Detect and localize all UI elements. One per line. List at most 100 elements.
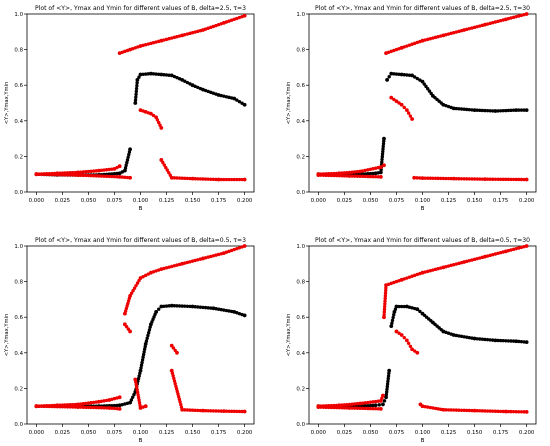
data-point-ymax xyxy=(144,43,148,47)
data-point-ymin xyxy=(196,177,200,181)
data-point-mean xyxy=(363,404,367,408)
data-point-mean xyxy=(488,338,492,342)
data-point-ymax xyxy=(340,171,344,175)
data-point-ymin xyxy=(496,409,500,414)
data-point-ymax xyxy=(235,16,239,21)
data-point-ymin xyxy=(185,408,190,412)
data-point-mean xyxy=(385,77,389,82)
data-point-ymin xyxy=(475,409,479,413)
data-point-ymin xyxy=(206,177,210,181)
data-point-ymin xyxy=(436,176,440,181)
data-point-ymin xyxy=(491,409,495,413)
data-point-mean xyxy=(159,304,164,309)
data-point-ymin xyxy=(134,380,138,384)
data-point-ymin xyxy=(232,177,236,182)
data-point-ymax xyxy=(120,50,124,54)
data-point-ymin xyxy=(496,177,500,181)
data-point-ymin xyxy=(123,175,127,180)
data-point-mean xyxy=(488,109,492,113)
x-tick-label: 0.125 xyxy=(159,198,174,204)
data-point-ymax xyxy=(104,168,109,172)
data-point-ymin xyxy=(135,390,140,395)
data-point-mean xyxy=(391,315,395,320)
data-point-mean xyxy=(363,172,367,176)
data-point-ymin xyxy=(423,404,427,409)
data-point-ymax xyxy=(227,249,231,254)
data-point-ymin xyxy=(203,409,208,413)
chart-panel-1: Plot of <Y>, Ymax and Ymin for different… xyxy=(4,5,255,212)
data-point-ymin xyxy=(337,405,341,410)
chart-title: Plot of <Y>, Ymax and Ymin for different… xyxy=(35,5,246,12)
data-point-mean xyxy=(514,339,519,344)
data-point-ymin xyxy=(52,172,57,177)
data-point-mean xyxy=(136,376,141,381)
data-point-ymin xyxy=(137,398,141,402)
data-point-ymin xyxy=(511,177,516,182)
data-point-mean xyxy=(385,384,390,389)
x-tick-label: 0.100 xyxy=(415,430,431,436)
data-point-ymax xyxy=(203,256,208,260)
data-point-ymax xyxy=(190,259,195,263)
data-point-mean xyxy=(402,73,406,77)
data-point-ymax xyxy=(368,400,373,404)
x-tick-label: 0.200 xyxy=(237,198,253,204)
data-point-mean xyxy=(454,333,459,338)
y-tick-label: 1.0 xyxy=(296,12,305,18)
data-point-ymin xyxy=(102,406,106,410)
data-point-ymax xyxy=(172,264,177,268)
data-point-mean xyxy=(485,108,490,113)
data-point-ymax xyxy=(514,246,518,251)
x-axis-label: B xyxy=(421,206,425,212)
data-point-ymax xyxy=(407,43,412,47)
data-point-ymax xyxy=(366,168,370,172)
data-point-mean xyxy=(524,108,529,113)
data-point-mean xyxy=(498,338,503,343)
data-point-ymin xyxy=(196,408,200,413)
y-tick-label: 0.2 xyxy=(14,154,23,160)
data-point-mean xyxy=(384,392,389,397)
data-point-ymin xyxy=(42,172,46,177)
data-point-ymin xyxy=(235,177,239,182)
data-point-mean xyxy=(112,403,117,408)
data-point-mean xyxy=(162,73,166,77)
data-point-ymin xyxy=(104,406,109,410)
data-point-mean xyxy=(478,337,482,341)
data-point-mean xyxy=(389,324,394,328)
data-point-mean xyxy=(459,334,464,339)
x-tick-label: 0.175 xyxy=(211,430,226,436)
data-point-ymin xyxy=(368,174,373,179)
data-point-ymin xyxy=(110,406,114,410)
data-point-ymin xyxy=(501,409,505,414)
data-point-ymin xyxy=(378,406,383,411)
data-point-mean xyxy=(465,335,469,339)
data-point-ymax xyxy=(193,30,197,34)
x-tick-label: 0.200 xyxy=(519,198,535,204)
data-point-ymax xyxy=(394,47,399,52)
data-point-ymin xyxy=(97,174,101,178)
data-point-ymax xyxy=(383,299,387,303)
data-point-ymin xyxy=(135,385,139,389)
data-point-ymin xyxy=(426,176,430,180)
data-point-mean xyxy=(149,71,153,76)
data-point-ymin xyxy=(240,177,244,182)
data-point-ymin xyxy=(63,405,67,409)
data-point-ymin xyxy=(110,174,114,179)
data-point-mean xyxy=(224,308,229,313)
data-point-mean xyxy=(467,107,472,112)
data-point-mean xyxy=(137,374,141,378)
data-point-ymax xyxy=(386,282,391,286)
data-point-ymin xyxy=(415,176,419,180)
data-point-ymax xyxy=(394,279,399,284)
data-point-ymax xyxy=(224,20,229,24)
data-point-mean xyxy=(232,96,237,101)
data-point-mean xyxy=(381,402,385,407)
data-point-ymax xyxy=(151,270,156,274)
data-point-ymin xyxy=(428,405,433,410)
data-point-mean xyxy=(128,400,132,405)
data-point-ymax xyxy=(151,41,156,45)
data-point-mean xyxy=(412,75,417,79)
data-point-mean xyxy=(366,404,370,408)
data-point-mean xyxy=(517,108,521,112)
data-point-ymax xyxy=(185,260,190,265)
data-point-mean xyxy=(222,94,226,98)
